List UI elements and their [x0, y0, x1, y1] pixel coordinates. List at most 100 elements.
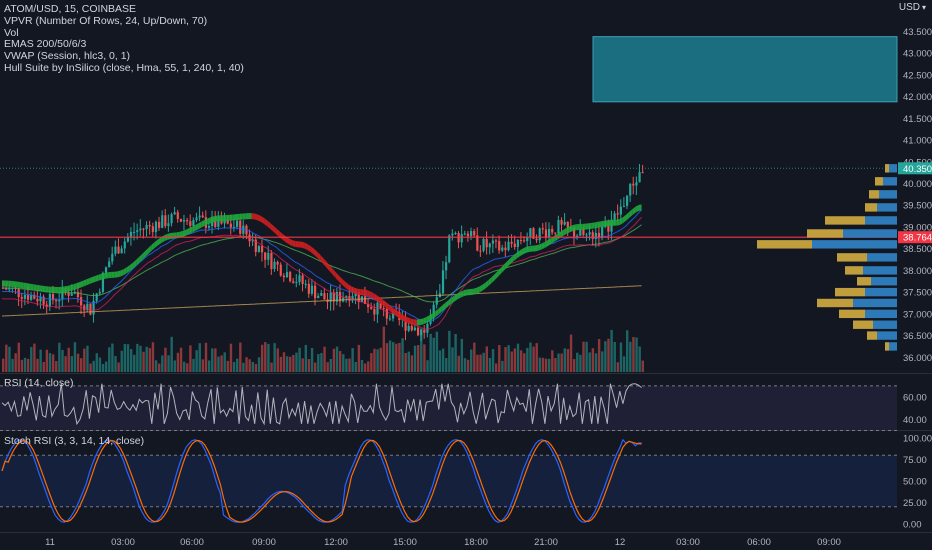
- volume-bar: [223, 352, 226, 372]
- candle-body: [563, 221, 566, 225]
- hull-segment: [123, 267, 127, 276]
- hull-segment: [282, 234, 286, 243]
- hull-segment: [638, 204, 642, 212]
- hull-segment: [264, 218, 268, 227]
- currency-label: USD: [898, 2, 920, 13]
- hull-segment: [304, 242, 308, 251]
- hull-segment: [376, 294, 380, 304]
- volume-bar: [58, 342, 61, 372]
- candle-body: [120, 248, 123, 254]
- hull-segment: [441, 302, 446, 312]
- candle-body: [488, 243, 491, 248]
- stoch-rsi-pane-label[interactable]: Stoch RSI (3, 3, 14, 14, close): [4, 435, 145, 447]
- volume-bar: [619, 342, 623, 372]
- volume-bar: [114, 356, 117, 372]
- hull-segment: [382, 299, 386, 308]
- hull-segment: [494, 270, 499, 280]
- indicator-hull-suite[interactable]: Hull Suite by InSilico (close, Hma, 55, …: [4, 61, 244, 74]
- indicator-emas[interactable]: EMAS 200/50/6/3: [4, 38, 87, 51]
- hull-segment: [401, 313, 405, 322]
- volume-bar: [569, 334, 573, 372]
- volume-bar: [576, 352, 579, 372]
- candle-body: [597, 232, 601, 239]
- hull-segment: [170, 232, 174, 239]
- hull-segment: [632, 206, 636, 216]
- volume-bar: [104, 361, 108, 372]
- candles: [2, 164, 644, 342]
- hull-segment: [335, 272, 339, 282]
- candle-body: [310, 285, 314, 294]
- volume-bar: [136, 343, 139, 372]
- volume-bar: [76, 353, 80, 372]
- time-tick-label: 03:00: [111, 537, 135, 548]
- vp-row-up: [865, 287, 897, 297]
- candle-body: [148, 224, 151, 227]
- hull-segment: [498, 267, 502, 277]
- candle-body: [410, 325, 413, 331]
- currency-selector[interactable]: USD ▾: [899, 2, 926, 13]
- hull-segment: [569, 225, 573, 233]
- candle-body: [379, 302, 382, 309]
- volume-bar: [307, 359, 311, 372]
- hull-segment: [588, 222, 592, 230]
- candle-body: [516, 239, 519, 247]
- volume-bar: [463, 358, 467, 372]
- hull-segment: [182, 229, 187, 237]
- candle-body: [48, 293, 51, 307]
- volume-bar: [566, 349, 570, 372]
- hull-segment: [513, 252, 517, 262]
- hull-segment: [154, 239, 158, 248]
- hull-segment: [572, 224, 577, 232]
- volume-bar: [158, 363, 161, 372]
- volume-bar: [510, 351, 513, 372]
- hull-segment: [591, 222, 595, 229]
- volume-bar: [8, 346, 11, 372]
- volume-bar: [320, 353, 323, 372]
- rsi-pane-label[interactable]: RSI (14, close): [4, 377, 74, 389]
- hull-segment: [597, 221, 602, 228]
- candle-body: [382, 308, 385, 310]
- hull-segment: [214, 215, 218, 223]
- hull-segment: [292, 239, 296, 247]
- volume-bar: [473, 342, 476, 372]
- volume-bar: [410, 355, 414, 372]
- hull-segment: [120, 269, 124, 277]
- volume-bar: [516, 343, 520, 372]
- volume-bar: [267, 343, 270, 372]
- volume-bar: [285, 356, 289, 372]
- price-tick-label: 41.500: [903, 114, 932, 125]
- vp-row-up: [863, 266, 897, 275]
- candle-body: [585, 234, 588, 236]
- vp-row-up: [812, 240, 897, 249]
- hull-segment: [529, 245, 533, 252]
- indicator-vwap[interactable]: VWAP (Session, hlc3, 0, 1): [4, 50, 131, 63]
- hull-segment: [61, 286, 65, 293]
- hull-segment: [108, 271, 112, 279]
- candle-body: [282, 275, 285, 278]
- volume-bar: [420, 328, 423, 372]
- hull-segment: [613, 219, 617, 226]
- hull-segment: [310, 246, 314, 255]
- candle-body: [607, 222, 610, 232]
- indicator-vpvr[interactable]: VPVR (Number Of Rows, 24, Up/Down, 70): [4, 14, 208, 27]
- candle-body: [145, 224, 148, 230]
- candle-body: [289, 272, 292, 282]
- hull-segment: [285, 236, 290, 245]
- volume-bar: [345, 358, 348, 372]
- symbol-title[interactable]: ATOM/USD, 15, COINBASE: [4, 3, 137, 15]
- volume-bar: [111, 343, 114, 372]
- hull-segment: [73, 283, 77, 291]
- candle-body: [463, 233, 466, 235]
- hull-segment: [211, 216, 215, 224]
- vp-row-up: [871, 277, 897, 286]
- hull-segment: [117, 270, 121, 278]
- volume-bar: [14, 353, 17, 372]
- volume-bar: [142, 351, 145, 372]
- candle-body: [264, 252, 267, 260]
- indicator-vol[interactable]: Vol: [4, 26, 19, 39]
- candle-body: [8, 288, 11, 290]
- hull-segment: [179, 230, 183, 238]
- volume-bar: [120, 350, 123, 372]
- price-tick-label: 41.000: [903, 136, 932, 147]
